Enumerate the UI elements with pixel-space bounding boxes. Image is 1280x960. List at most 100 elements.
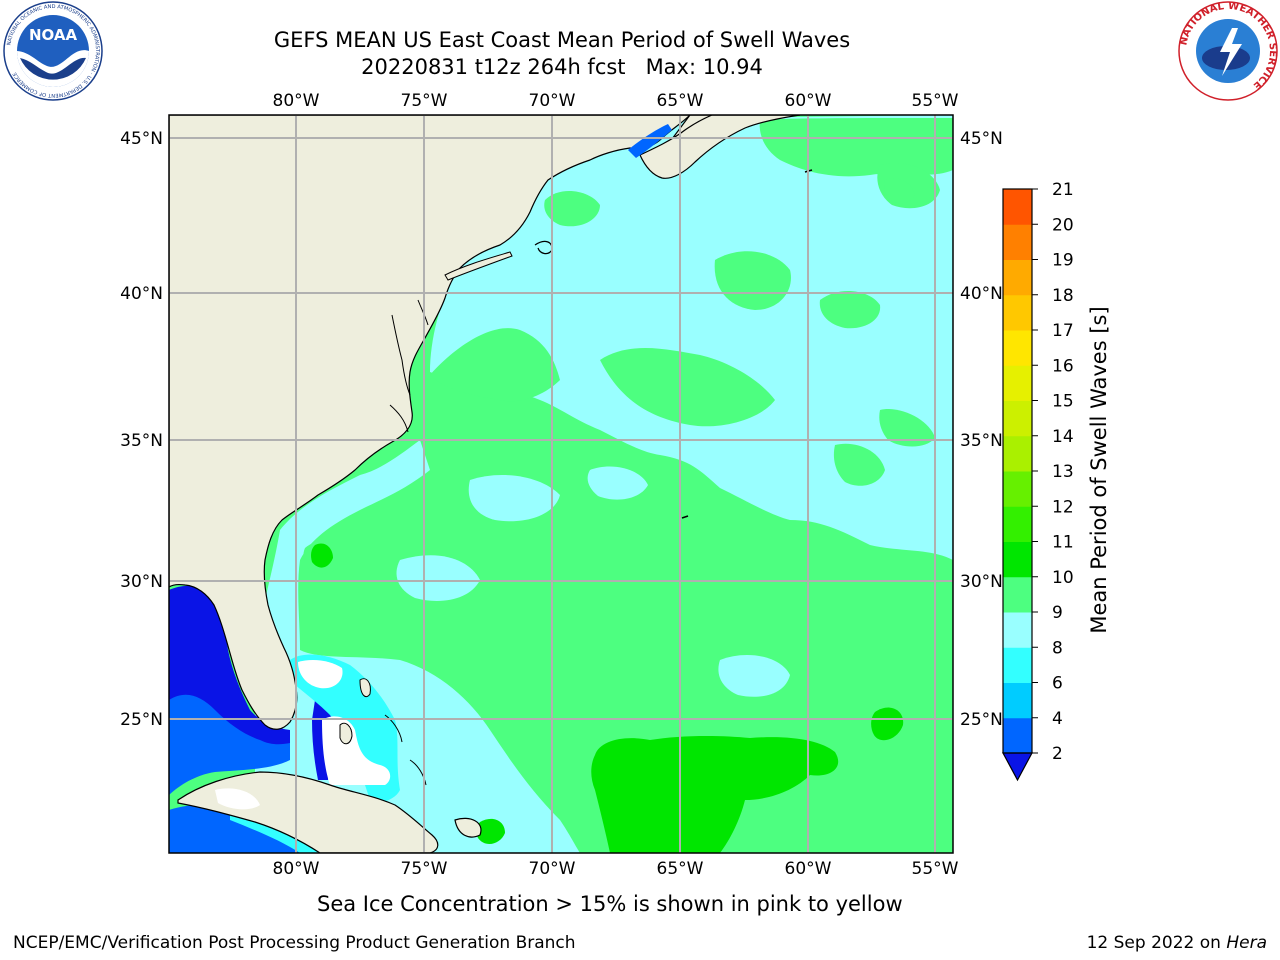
colorbar-swatch [1003,224,1032,260]
colorbar-tick-label: 13 [1052,462,1074,482]
lon-label-bottom: 80°W [273,859,320,879]
swell-9-10-blob [714,251,791,310]
lon-label-bottom: 75°W [401,859,448,879]
colorbar-tick-label: 20 [1052,215,1074,235]
colorbar: 2 4 6 8 9 10 11 12 13 14 15 16 17 18 19 20 21 [1001,180,1074,782]
swell-8-9-patch [468,475,560,522]
graticule [169,115,953,853]
lon-label-bottom: 55°W [912,859,959,879]
swell-8-9-patch [396,555,480,601]
lon-label-top: 55°W [912,91,959,111]
lat-label-right: 35°N [960,431,1003,451]
lat-label-left: 25°N [120,710,163,730]
swell-10-11-blob [871,707,904,741]
colorbar-tick-label: 8 [1052,638,1063,658]
swell-8-9-patch [718,655,790,697]
colorbar-tick-label: 16 [1052,356,1074,376]
colorbar-under-arrow [1001,752,1034,782]
pamlico-sound [389,404,409,433]
lat-label-left: 30°N [120,572,163,592]
longitude-labels-bottom: 80°W 75°W 70°W 65°W 60°W 55°W [273,859,959,879]
colorbar-swatch [1003,435,1032,472]
land-hispaniola [454,817,482,838]
colorbar-swatch [1003,682,1032,719]
swell-9-10-blob [819,290,881,329]
colorbar-tick-label: 9 [1052,603,1063,623]
swell-9-10-blob [879,409,935,447]
lat-label-right: 25°N [960,710,1003,730]
colorbar-tick-label: 6 [1052,674,1063,694]
colorbar-title: Mean Period of Swell Waves [s] [1087,306,1111,633]
colorbar-tick-label: 2 [1052,744,1063,764]
latitude-labels-right: 45°N 40°N 35°N 30°N 25°N [960,129,1003,730]
colorbar-tick-label: 21 [1052,180,1074,200]
swell-10-11-blob [476,818,505,845]
footer-date-text: 12 Sep 2022 on [1086,933,1227,953]
lon-label-top: 65°W [657,91,704,111]
chesapeake-bay [391,314,411,396]
lat-label-left: 40°N [120,284,163,304]
lon-label-top: 60°W [785,91,832,111]
colorbar-swatch [1003,647,1032,683]
colorbar-swatch [1003,259,1032,296]
colorbar-tick-label: 12 [1052,497,1074,517]
swell-9-10-blob [600,348,775,427]
plot-subtitle: 20220831 t12z 264h fcst Max: 10.94 [361,55,763,79]
swell-8-9-region-north [430,115,953,560]
colorbar-tick-label: 18 [1052,286,1074,306]
lat-label-right: 45°N [960,129,1003,149]
colorbar-tick-label: 15 [1052,392,1074,412]
colorbar-tick-label: 4 [1052,709,1063,729]
colorbar-swatch [1003,189,1032,225]
colorbar-tick-label: 14 [1052,427,1074,447]
lat-label-left: 45°N [120,129,163,149]
colorbar-tick-label: 19 [1052,251,1074,271]
colorbar-swatch [1003,471,1032,507]
land-bahamas-islet [384,714,403,743]
lat-label-right: 30°N [960,572,1003,592]
sea-ice-note: Sea Ice Concentration > 15% is shown in … [317,892,903,916]
lat-label-left: 35°N [120,431,163,451]
lat-label-right: 40°N [960,284,1003,304]
colorbar-swatch [1003,294,1032,331]
bay-of-fundy-water [628,124,672,158]
lon-label-bottom: 70°W [529,859,576,879]
latitude-labels-left: 45°N 40°N 35°N 30°N 25°N [120,129,163,730]
noaa-logo: NOAA NATIONAL OCEANIC AND ATMOSPHERIC AD… [3,1,103,101]
land-bahamas-islet [409,759,427,786]
map-frame [168,114,954,854]
noaa-logo-text: NOAA [29,26,78,44]
footer-machine: Hera [1226,933,1267,953]
masked-area [322,716,391,785]
lon-label-top: 70°W [529,91,576,111]
colorbar-swatch [1003,576,1032,613]
land-bahamas-abaco [359,678,371,698]
colorbar-swatch [1003,330,1032,366]
colorbar-tick-label: 11 [1052,533,1074,553]
masked-area [298,660,343,689]
footer-date: 12 Sep 2022 on Hera [1087,932,1267,954]
lon-label-bottom: 65°W [657,859,704,879]
colorbar-swatch [1003,506,1032,542]
plot-title: GEFS MEAN US East Coast Mean Period of S… [273,28,851,52]
land-north-america [169,115,691,730]
colorbar-swatch [1003,612,1032,648]
map-area [169,115,953,853]
colorbar-swatch [1003,717,1032,754]
swell-10-11-region [591,735,839,853]
land-long-island [444,251,513,281]
colorbar-swatch [1003,365,1032,401]
swell-9-10-blob [833,443,885,486]
lon-label-top: 80°W [273,91,320,111]
land-bahamas-andros [339,722,353,745]
colorbar-tick-label: 10 [1052,568,1074,588]
lon-label-bottom: 60°W [785,859,832,879]
colorbar-swatch [1003,541,1032,578]
land-bermuda [681,515,689,519]
swell-8-9-patch [587,466,648,500]
lon-label-top: 75°W [401,91,448,111]
longitude-labels-top: 80°W 75°W 70°W 65°W 60°W 55°W [273,91,959,111]
colorbar-tick-label: 17 [1052,321,1074,341]
land-cuba-mask [215,788,260,810]
